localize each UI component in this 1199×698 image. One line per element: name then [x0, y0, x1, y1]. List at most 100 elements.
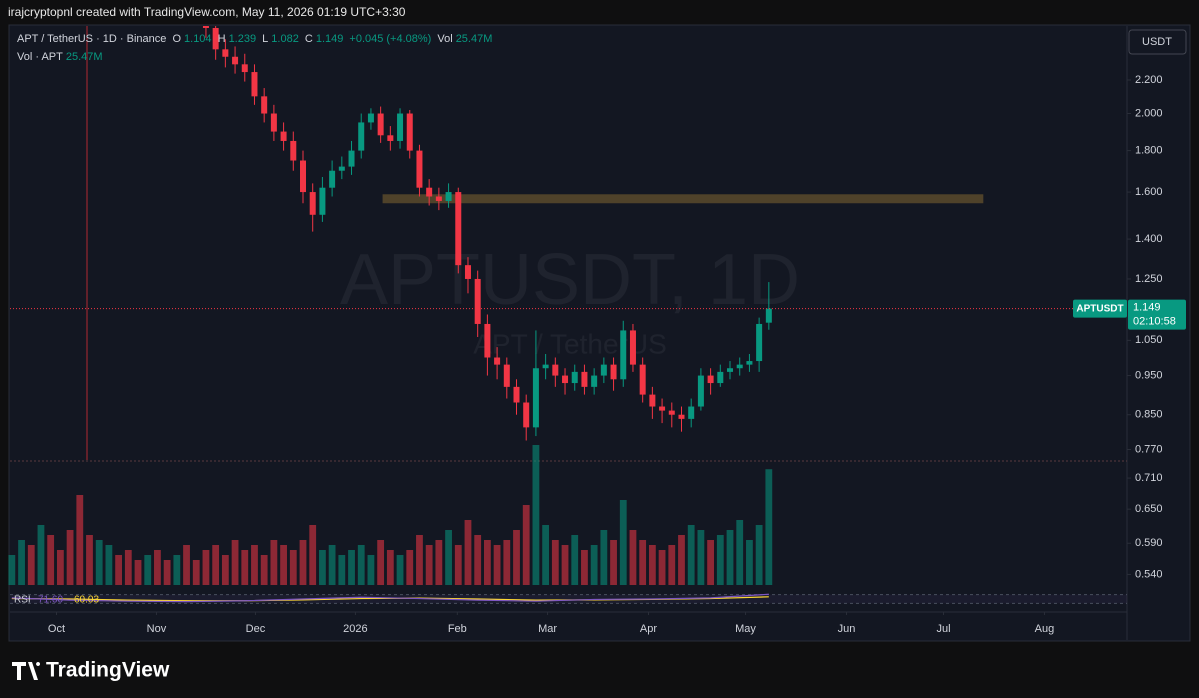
candle-body	[581, 371, 588, 387]
volume-bar	[581, 550, 588, 585]
candle-body	[678, 414, 685, 419]
volume-bar	[280, 545, 287, 585]
watermark-subtitle: APT / TetherUS	[473, 328, 667, 359]
price-tag	[1128, 299, 1186, 330]
volume-bar	[736, 520, 744, 585]
candle-body	[494, 357, 501, 365]
volume-bar	[590, 545, 598, 585]
symbol: APT / TetherUS · 1D · Binance	[17, 33, 167, 45]
rsi-ma-value: 60.03	[74, 595, 99, 606]
volume-bar	[377, 540, 385, 585]
candle-body	[659, 406, 666, 411]
volume-bar	[289, 550, 297, 585]
volume-bar	[260, 555, 268, 585]
x-tick-label: Mar	[538, 623, 557, 635]
vol-label: Vol	[437, 33, 453, 45]
x-tick-label: Feb	[448, 623, 467, 635]
candle-body	[416, 150, 423, 188]
candle-body	[542, 364, 549, 369]
volume-bar	[551, 540, 559, 585]
rsi-value: 71.60	[38, 595, 63, 606]
zone	[382, 194, 984, 204]
y-tick-label: 1.400	[1135, 233, 1163, 245]
volume-bar	[406, 550, 414, 585]
y-tick-label: 0.590	[1135, 537, 1163, 549]
change-pct: (+4.08%)	[386, 33, 432, 45]
candle-body	[299, 160, 306, 193]
candle-body	[397, 113, 404, 141]
open: 1.104	[184, 33, 212, 45]
candle-body	[688, 406, 695, 419]
volume-bar	[76, 495, 84, 585]
x-tick-label: May	[735, 623, 756, 635]
candle-body	[620, 330, 627, 380]
volume-bar	[532, 445, 540, 585]
volume-bar	[639, 540, 647, 585]
candle-body	[338, 166, 345, 171]
candle-body	[319, 187, 326, 215]
candle-body	[727, 368, 734, 372]
o-label: O	[172, 33, 182, 45]
candle-body	[717, 371, 724, 384]
candle-body	[474, 278, 481, 324]
price-pane	[202, 26, 984, 441]
volume-value: 25.47M	[65, 51, 103, 63]
candle-body	[241, 64, 248, 73]
currency[interactable]: USDT	[1142, 36, 1172, 48]
y-tick-label: 0.710	[1135, 472, 1163, 484]
h-label: H	[217, 33, 226, 45]
volume-bar	[600, 530, 608, 585]
volume-bar	[746, 540, 753, 585]
volume-bar	[726, 530, 734, 585]
volume-bar	[251, 545, 258, 585]
candle-body	[523, 402, 530, 428]
branding: TradingView	[46, 659, 170, 682]
candle-body	[513, 386, 520, 403]
y-tick-label: 2.200	[1135, 74, 1163, 86]
volume-bar	[561, 545, 569, 585]
chart-frame	[8, 24, 1191, 642]
c-label: C	[304, 33, 313, 45]
volume-bar	[8, 555, 16, 585]
close: 1.149	[315, 33, 344, 45]
volume-bar	[755, 525, 763, 585]
candle-body	[387, 135, 394, 141]
candle-body	[435, 196, 442, 201]
volume-bar	[454, 545, 462, 585]
volume-bar	[464, 520, 472, 585]
volume-bar	[474, 535, 482, 585]
volume-bar	[163, 560, 171, 585]
candle-body	[309, 192, 316, 215]
volume-bar	[202, 550, 210, 585]
volume-bar	[513, 530, 520, 585]
volume-bar	[697, 530, 705, 585]
candle-body	[697, 375, 704, 407]
symbol-tag	[1073, 299, 1127, 318]
volume-bar	[115, 555, 123, 585]
candle-body	[756, 323, 763, 362]
volume-bar	[648, 545, 656, 585]
volume-bar	[154, 550, 161, 585]
candle-body	[503, 364, 510, 387]
volume-bar	[493, 545, 501, 585]
x-tick-label: Apr	[640, 623, 657, 635]
candle-body	[464, 265, 471, 279]
y-tick-label: 0.770	[1135, 443, 1163, 455]
currency-button[interactable]	[1128, 29, 1187, 55]
candle-body	[668, 410, 675, 415]
candle-body	[329, 170, 336, 188]
y-tick-label: 0.650	[1135, 503, 1163, 515]
candle-body	[270, 113, 277, 132]
volume-bar	[571, 535, 579, 585]
candle-body	[455, 192, 462, 266]
volume-bar	[357, 545, 365, 585]
y-tick-label: 0.540	[1135, 568, 1163, 580]
volume-bar	[231, 540, 239, 585]
volume-bar	[124, 550, 132, 585]
legend: APT / TetherUS · 1D · Binance O 1.104 H 1.…	[17, 33, 495, 45]
y-tick-label: 1.250	[1135, 273, 1163, 285]
y-tick-label: 0.850	[1135, 409, 1163, 421]
candle-body	[600, 364, 607, 376]
candle-body	[552, 364, 559, 376]
